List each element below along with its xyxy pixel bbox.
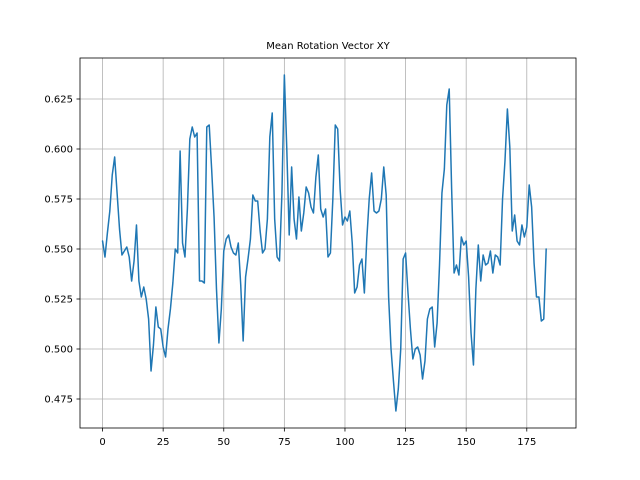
y-tick-label: 0.600 (44, 145, 73, 156)
y-tick-label: 0.625 (44, 95, 73, 106)
axis-ticks: 0 25 50 75 100 125 150 175 0.475 0.500 0.525 0.550 0… (44, 95, 536, 449)
series-line (101, 74, 547, 412)
x-tick-label: 100 (335, 437, 354, 448)
x-tick-label: 75 (278, 437, 291, 448)
y-tick-label: 0.500 (44, 345, 73, 356)
plot-area (101, 74, 547, 412)
axes-frame (79, 57, 577, 429)
y-tick-label: 0.475 (44, 395, 73, 406)
chart-title: Mean Rotation Vector XY (266, 41, 390, 52)
y-tick-label: 0.575 (44, 195, 73, 206)
grid (80, 58, 576, 428)
y-tick-label: 0.525 (44, 295, 73, 306)
y-tick-label: 0.550 (44, 245, 73, 256)
x-tick-label: 0 (99, 437, 105, 448)
x-tick-label: 50 (217, 437, 230, 448)
x-tick-label: 175 (517, 437, 536, 448)
x-tick-label: 150 (457, 437, 476, 448)
x-tick-label: 25 (157, 437, 170, 448)
x-tick-label: 125 (396, 437, 415, 448)
